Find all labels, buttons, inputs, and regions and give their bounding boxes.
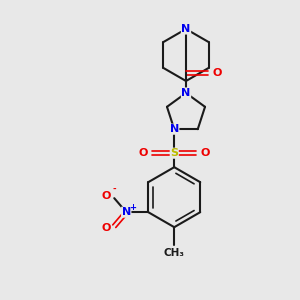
Text: S: S (170, 148, 178, 158)
Text: O: O (201, 148, 210, 158)
Text: O: O (139, 148, 148, 158)
Text: O: O (102, 191, 111, 201)
Text: N: N (169, 124, 179, 134)
Text: +: + (129, 203, 136, 212)
Text: N: N (122, 207, 131, 217)
Text: CH₃: CH₃ (164, 248, 185, 258)
Text: -: - (112, 185, 116, 194)
Text: O: O (102, 223, 111, 233)
Text: O: O (212, 68, 222, 78)
Text: N: N (182, 24, 190, 34)
Text: N: N (182, 88, 190, 98)
